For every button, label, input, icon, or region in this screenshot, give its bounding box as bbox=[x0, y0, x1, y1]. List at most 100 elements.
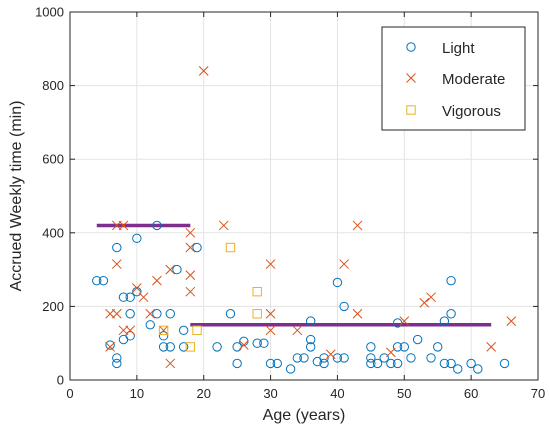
x-tick-label: 0 bbox=[66, 386, 73, 401]
point-layer bbox=[92, 66, 517, 374]
light-point bbox=[252, 338, 262, 348]
legend-label-light: Light bbox=[442, 40, 475, 57]
light-point bbox=[366, 353, 376, 363]
legend: Light Moderate Vigorous bbox=[381, 26, 526, 131]
x-tick-label: 40 bbox=[330, 386, 344, 401]
moderate-point bbox=[152, 275, 162, 286]
moderate-point bbox=[165, 358, 176, 369]
legend-marker-light bbox=[406, 42, 416, 52]
light-point bbox=[499, 358, 510, 369]
light-point bbox=[339, 353, 349, 363]
x-tick-label: 30 bbox=[263, 386, 277, 401]
light-point bbox=[379, 353, 389, 363]
light-point bbox=[285, 364, 296, 374]
x-tick-label: 70 bbox=[531, 386, 545, 401]
moderate-point bbox=[325, 349, 336, 360]
light-point bbox=[178, 342, 189, 352]
moderate-point bbox=[218, 220, 229, 231]
moderate-point bbox=[111, 308, 122, 319]
light-point bbox=[92, 275, 102, 286]
tick-layer: 0 10 20 30 40 50 60 70 0 200 400 600 800 1000 bbox=[35, 5, 545, 402]
y-axis-label: Accrued Weekly time (min) bbox=[8, 101, 25, 292]
moderate-point bbox=[185, 286, 196, 297]
light-point bbox=[158, 331, 169, 341]
vigorous-point bbox=[185, 342, 196, 352]
light-point bbox=[319, 358, 329, 369]
moderate-point bbox=[111, 259, 122, 269]
light-point bbox=[426, 353, 436, 363]
moderate-point bbox=[118, 220, 129, 231]
light-point bbox=[446, 275, 456, 286]
light-point bbox=[132, 233, 142, 244]
moderate-point bbox=[198, 66, 209, 76]
plot-frame bbox=[69, 11, 539, 381]
light-point bbox=[399, 342, 409, 352]
light-point bbox=[125, 292, 135, 302]
light-point bbox=[392, 342, 403, 352]
light-point bbox=[232, 358, 242, 369]
y-tick-label: 600 bbox=[42, 152, 64, 167]
legend-box bbox=[381, 26, 526, 131]
light-point bbox=[332, 353, 343, 363]
light-point bbox=[225, 309, 236, 319]
light-point bbox=[112, 242, 122, 253]
vigorous-point bbox=[158, 325, 169, 336]
legend-label-moderate: Moderate bbox=[442, 71, 505, 88]
moderate-point bbox=[125, 325, 136, 336]
light-point bbox=[259, 338, 269, 348]
light-point bbox=[453, 364, 463, 374]
light-point bbox=[112, 358, 122, 369]
moderate-point bbox=[165, 264, 176, 275]
moderate-point bbox=[238, 340, 249, 350]
light-point bbox=[105, 340, 115, 350]
moderate-point bbox=[399, 316, 410, 326]
y-tick-label: 200 bbox=[42, 299, 64, 314]
moderate-point bbox=[185, 270, 196, 280]
light-point bbox=[439, 316, 450, 326]
y-tick-label: 1000 bbox=[35, 5, 64, 20]
light-point bbox=[305, 334, 316, 345]
y-tick-label: 0 bbox=[57, 373, 64, 388]
moderate-point bbox=[352, 220, 363, 231]
vigorous-point bbox=[225, 242, 236, 253]
moderate-point bbox=[292, 325, 303, 336]
moderate-point bbox=[265, 259, 276, 269]
legend-marker-vigorous bbox=[406, 105, 416, 115]
vigorous-point bbox=[252, 309, 262, 319]
light-point bbox=[386, 358, 396, 369]
light-point bbox=[392, 358, 403, 369]
light-point bbox=[118, 292, 129, 302]
moderate-point bbox=[185, 242, 196, 253]
legend-label-vigorous: Vigorous bbox=[442, 103, 501, 120]
light-point bbox=[265, 358, 276, 369]
light-point bbox=[165, 309, 175, 319]
moderate-point bbox=[486, 342, 497, 352]
light-point bbox=[178, 325, 189, 336]
light-point bbox=[332, 277, 343, 288]
moderate-point bbox=[185, 227, 196, 238]
light-point bbox=[158, 342, 169, 352]
moderate-point bbox=[145, 308, 156, 319]
light-point bbox=[439, 358, 450, 369]
moderate-point bbox=[265, 308, 276, 319]
light-point bbox=[319, 353, 329, 363]
moderate-point bbox=[506, 316, 517, 326]
light-point bbox=[299, 353, 309, 363]
light-point bbox=[125, 331, 135, 341]
trend-layer bbox=[96, 223, 492, 327]
y-tick-label: 400 bbox=[42, 225, 64, 240]
moderate-point bbox=[339, 259, 349, 269]
light-point bbox=[165, 342, 175, 352]
light-point bbox=[305, 342, 316, 352]
light-point bbox=[466, 358, 476, 369]
vigorous-point bbox=[252, 286, 262, 297]
moderate-point bbox=[158, 325, 169, 336]
light-point bbox=[305, 316, 316, 326]
moderate-point bbox=[138, 292, 149, 303]
light-point bbox=[366, 342, 376, 352]
light-point bbox=[98, 275, 109, 286]
light-point bbox=[433, 342, 443, 352]
light-point bbox=[473, 364, 483, 374]
light-point bbox=[152, 309, 162, 319]
